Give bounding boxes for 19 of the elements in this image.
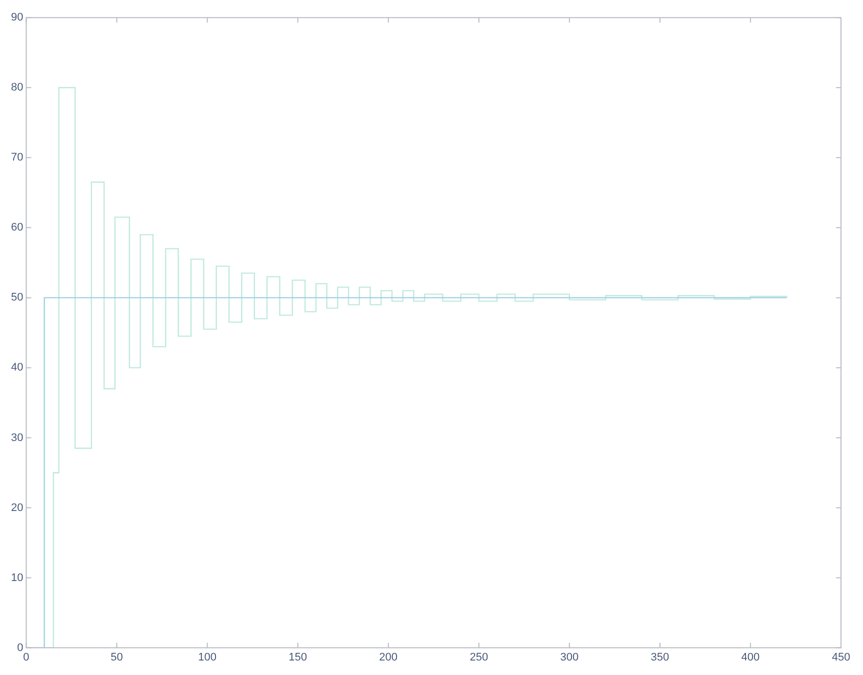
x-tick-label: 350 — [650, 651, 670, 664]
x-tick-label: 250 — [470, 651, 488, 664]
y-tick-label: 20 — [10, 502, 24, 514]
x-tick-label: 300 — [560, 651, 579, 664]
x-tick-label: 150 — [288, 651, 308, 664]
y-tick-label: 0 — [17, 642, 24, 654]
x-tick-label: 400 — [741, 651, 760, 664]
x-tick-label: 50 — [110, 651, 123, 664]
y-tick-label: 90 — [10, 12, 24, 24]
y-tick-label: 40 — [10, 362, 24, 374]
y-tick-label: 10 — [10, 572, 24, 584]
y-tick-label: 70 — [10, 152, 24, 164]
y-tick-label: 60 — [10, 222, 24, 234]
y-tick-label: 30 — [10, 432, 24, 444]
y-tick-label: 50 — [10, 292, 24, 304]
x-tick-label: 200 — [379, 651, 398, 664]
x-tick-label: 100 — [198, 651, 216, 664]
x-tick-label: 450 — [832, 651, 850, 664]
y-tick-label: 80 — [10, 82, 24, 94]
